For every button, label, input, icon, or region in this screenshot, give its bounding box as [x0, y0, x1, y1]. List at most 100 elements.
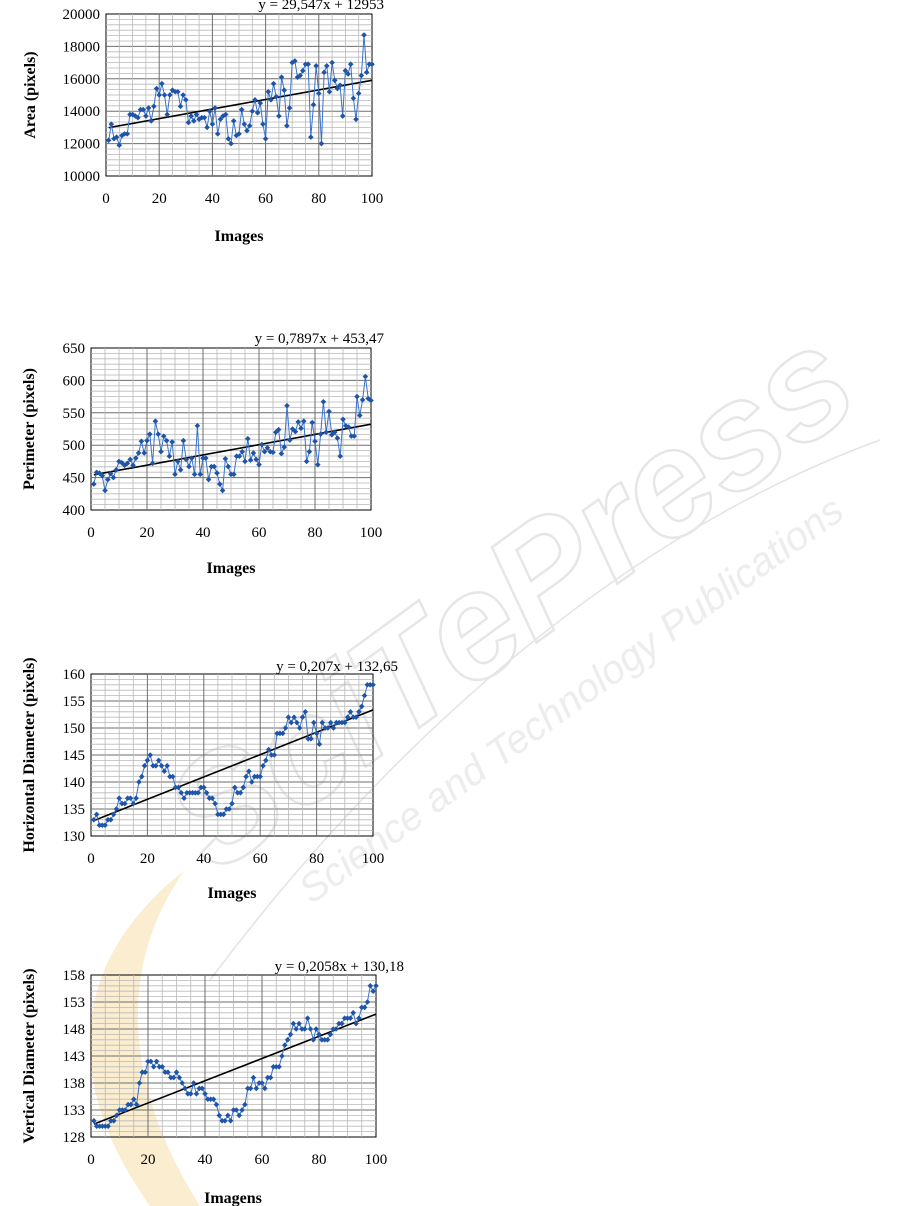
data-point — [236, 131, 242, 137]
data-point — [175, 784, 182, 791]
data-point — [339, 113, 346, 119]
x-tick-label: 100 — [360, 525, 383, 541]
data-point — [250, 450, 257, 456]
data-point — [141, 763, 148, 769]
data-point — [220, 811, 227, 818]
data-point — [153, 763, 159, 769]
data-point — [128, 1101, 134, 1108]
data-point — [282, 1042, 288, 1048]
data-point — [178, 790, 185, 796]
data-point — [105, 1123, 111, 1129]
data-point — [284, 122, 290, 129]
x-tick-label: 100 — [361, 191, 384, 207]
data-point — [257, 773, 263, 780]
data-point — [339, 1020, 345, 1027]
data-point — [350, 95, 357, 102]
data-point — [187, 1091, 194, 1097]
data-point — [201, 784, 207, 791]
data-point — [264, 444, 271, 451]
data-point — [207, 1096, 214, 1102]
data-point — [186, 463, 192, 470]
data-point — [350, 714, 357, 720]
data-point — [299, 714, 306, 720]
x-axis-title: Images — [208, 885, 257, 902]
x-tick-label: 40 — [196, 851, 211, 867]
gridlines — [106, 14, 372, 176]
data-point — [164, 111, 170, 118]
data-point — [230, 118, 237, 124]
data-point — [161, 768, 168, 774]
data-point — [229, 800, 235, 807]
data-point — [155, 431, 161, 437]
trendline-line — [93, 1013, 377, 1125]
data-point — [156, 1064, 163, 1070]
data-point — [91, 1118, 97, 1124]
data-point — [373, 983, 379, 989]
trend-equation: y = 0,207x + 132,65 — [276, 659, 398, 675]
data-point — [119, 459, 125, 466]
data-point — [261, 448, 268, 455]
data-point — [102, 822, 108, 828]
data-point — [329, 432, 335, 438]
x-tick-label: 60 — [252, 525, 267, 541]
data-point — [119, 1107, 126, 1113]
data-point — [337, 82, 343, 89]
data-point — [347, 61, 354, 68]
x-tick-label: 80 — [308, 525, 323, 541]
data-point — [91, 481, 97, 487]
data-point — [167, 92, 173, 98]
data-point — [199, 1085, 205, 1092]
y-tick-label: 10000 — [63, 169, 101, 185]
trend-equation: y = 0,2058x + 130,18 — [275, 959, 404, 975]
data-point — [99, 822, 106, 828]
data-point — [330, 1026, 337, 1032]
data-point — [262, 1085, 268, 1092]
data-point — [284, 402, 290, 409]
data-point — [362, 373, 369, 380]
data-point — [219, 1118, 225, 1124]
data-point — [173, 1069, 180, 1075]
x-tick-label: 20 — [141, 1152, 156, 1168]
data-point — [296, 725, 303, 731]
y-tick-labels: 10000 12000 14000 16000 18000 20000 — [63, 7, 101, 185]
data-point — [313, 730, 320, 737]
data-point — [181, 795, 187, 801]
data-point — [315, 461, 321, 468]
y-tick-label: 550 — [63, 406, 86, 422]
data-point — [279, 730, 286, 737]
data-point — [310, 719, 317, 726]
data-point — [364, 999, 371, 1005]
data-point — [316, 741, 323, 747]
data-point — [143, 113, 149, 119]
data-point — [163, 437, 170, 444]
y-tick-label: 155 — [63, 694, 86, 710]
data-point — [279, 1053, 285, 1059]
data-point — [256, 461, 262, 468]
x-tick-label: 40 — [198, 1152, 213, 1168]
data-point — [108, 1118, 114, 1124]
data-point — [99, 472, 105, 479]
data-point — [367, 682, 373, 688]
data-point — [105, 476, 111, 483]
data-point — [139, 1069, 146, 1075]
x-tick-label: 100 — [365, 1152, 388, 1168]
data-point — [177, 467, 184, 473]
data-point — [320, 398, 327, 405]
trendline-line — [93, 423, 372, 476]
data-point — [210, 1096, 217, 1102]
data-point — [122, 800, 128, 807]
data-point — [161, 92, 168, 98]
data-point — [357, 412, 363, 419]
data-point — [358, 703, 365, 710]
data-point — [285, 714, 292, 720]
x-tick-label: 80 — [309, 851, 324, 867]
data-point — [294, 719, 300, 726]
data-point — [136, 1080, 143, 1086]
data-point — [124, 131, 131, 137]
data-point — [246, 768, 252, 774]
data-point — [182, 1085, 188, 1092]
data-point — [262, 135, 269, 142]
data-point — [138, 773, 145, 780]
data-point — [281, 87, 288, 93]
data-point — [93, 1123, 100, 1129]
